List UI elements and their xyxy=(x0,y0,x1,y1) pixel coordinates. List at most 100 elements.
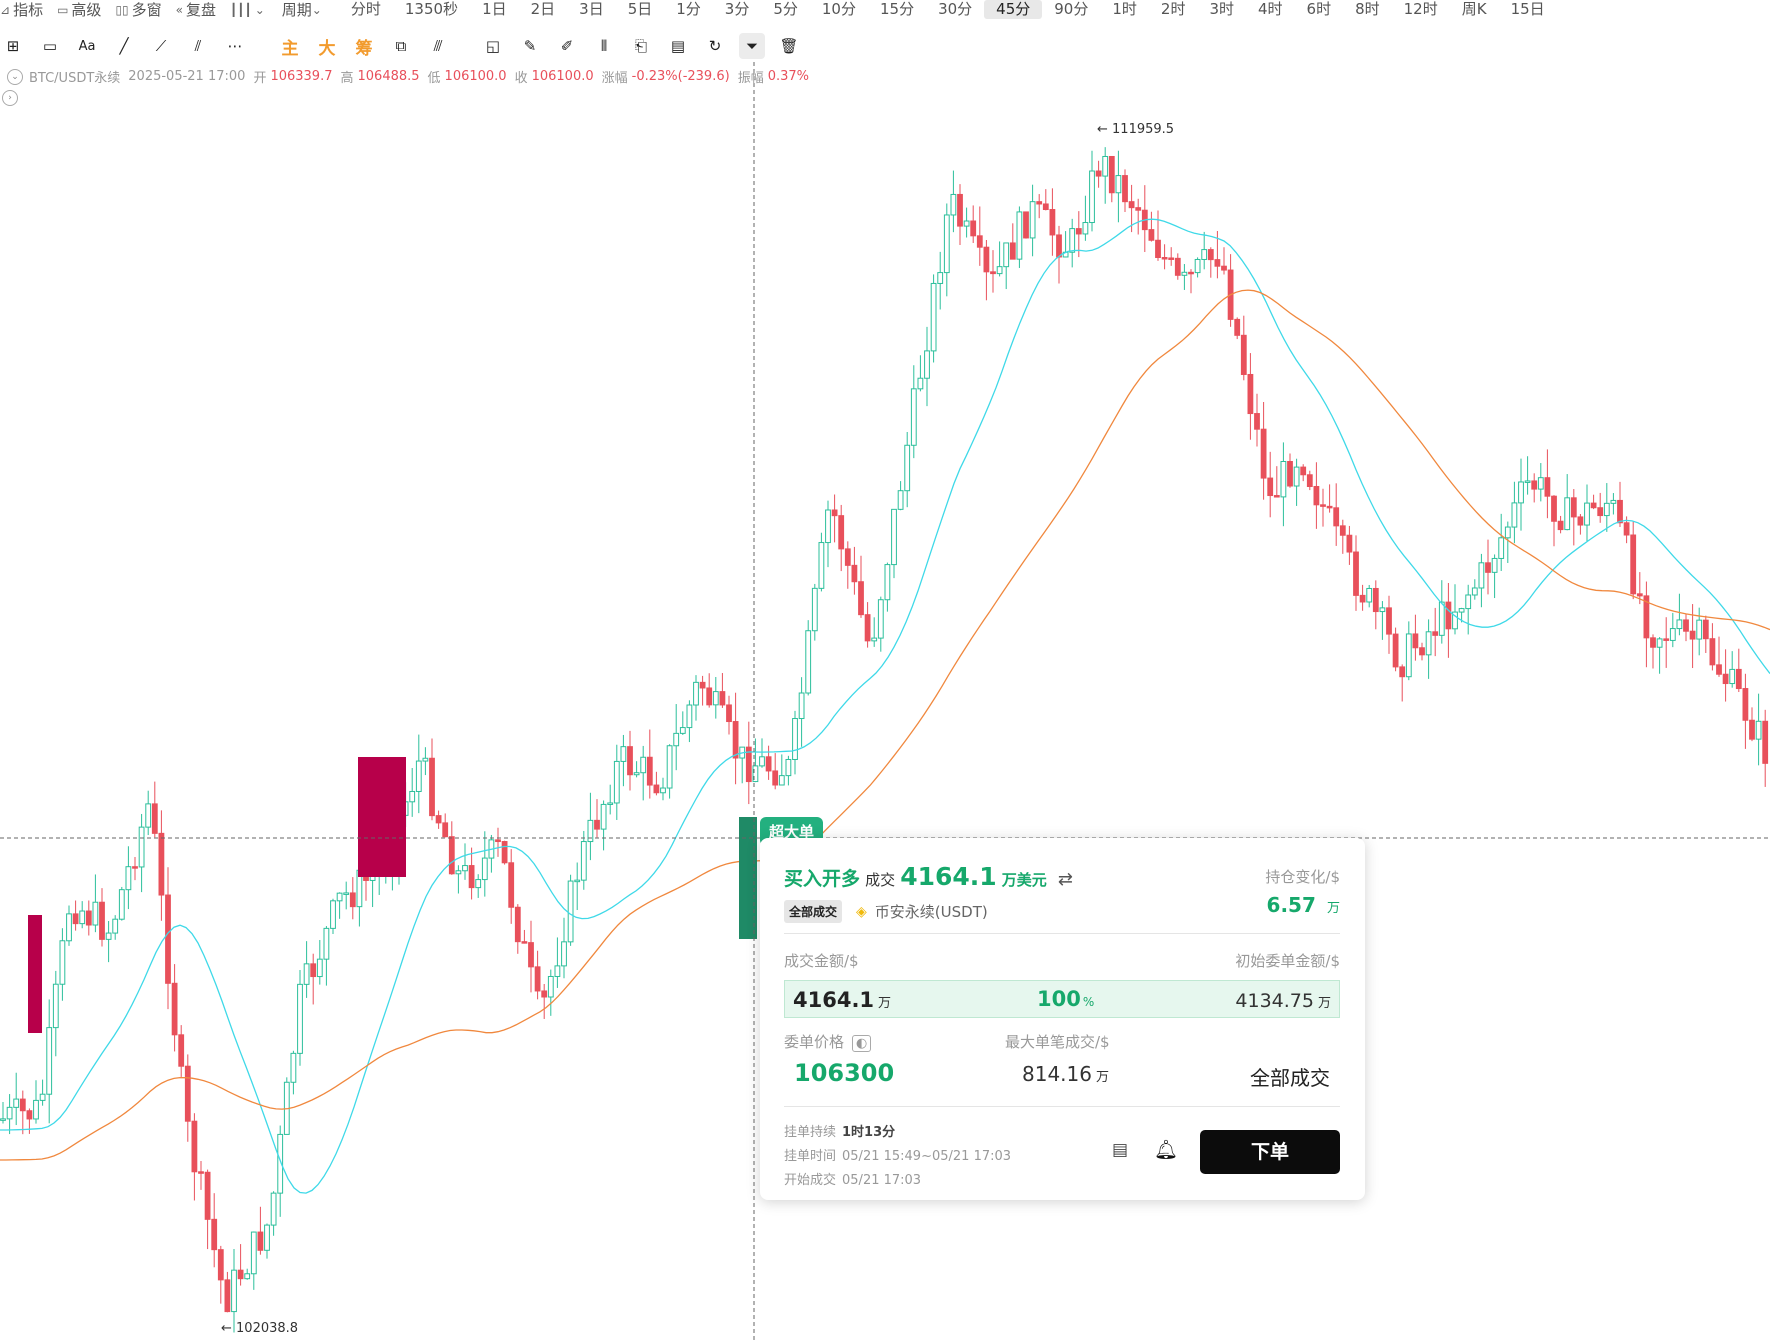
filter-icon[interactable]: ⏷ xyxy=(739,33,765,59)
period-15[interactable]: 2时 xyxy=(1160,0,1186,18)
period-8[interactable]: 5分 xyxy=(773,0,798,18)
period-3[interactable]: 2日 xyxy=(530,0,556,18)
close-value: 106100.0 xyxy=(531,69,594,84)
oi-change: 6.57 万 xyxy=(1267,893,1340,917)
candle-up xyxy=(1293,466,1300,487)
candle-down xyxy=(191,1120,198,1173)
period-21[interactable]: 周K xyxy=(1461,0,1487,18)
candle-down xyxy=(1326,505,1333,509)
bell-icon[interactable]: 🔔︎ xyxy=(1154,1139,1179,1161)
candle-up xyxy=(481,857,488,881)
advanced-tool[interactable]: ▭ 高级 xyxy=(57,0,101,20)
fill-ratio-unit: % xyxy=(1082,995,1095,1009)
period-20[interactable]: 12时 xyxy=(1403,0,1438,18)
rectangle-icon[interactable]: ▭ xyxy=(42,37,58,55)
fib-icon[interactable]: ⫽ xyxy=(194,37,202,55)
refresh-icon[interactable]: ↻ xyxy=(708,37,722,55)
chart-type-selector[interactable]: ┃┃┃ ⌄ xyxy=(230,3,268,17)
replay-tool[interactable]: «复盘 xyxy=(176,0,216,20)
candle-down xyxy=(1042,203,1049,211)
candle-up xyxy=(125,866,132,891)
period-0[interactable]: 分时 xyxy=(350,0,381,18)
period-2[interactable]: 1日 xyxy=(482,0,507,18)
candle-up xyxy=(1471,587,1478,596)
candle-up xyxy=(264,1224,270,1251)
line-icon[interactable]: ╱ xyxy=(119,37,129,55)
trash-icon[interactable]: 🗑 xyxy=(779,37,799,55)
period-5[interactable]: 5日 xyxy=(627,0,653,18)
compare-icon[interactable]: ✐ xyxy=(560,37,574,55)
chip-indicator-button[interactable]: 筹 xyxy=(355,38,373,59)
duration-row: 挂单持续 1时13分 xyxy=(784,1121,895,1140)
toggle-icon[interactable]: ◐ xyxy=(852,1035,872,1052)
period-1[interactable]: 1350秒 xyxy=(404,0,459,18)
text-icon[interactable]: Aa xyxy=(78,38,96,54)
period-9[interactable]: 10分 xyxy=(821,0,856,18)
note-icon[interactable]: ⎗ xyxy=(634,37,647,55)
candle-up xyxy=(752,765,759,783)
candle-up xyxy=(1498,537,1505,559)
candle-up xyxy=(686,704,693,729)
collapse-icon[interactable]: ⌄ xyxy=(7,68,23,85)
period-7[interactable]: 3分 xyxy=(724,0,750,18)
low-value: 106100.0 xyxy=(444,69,507,84)
candle-down xyxy=(198,1171,204,1174)
period-16[interactable]: 3时 xyxy=(1209,0,1234,18)
more-icon[interactable]: ⋯ xyxy=(227,37,243,55)
candle-down xyxy=(435,815,442,824)
period-22[interactable]: 15日 xyxy=(1510,0,1545,18)
bar-left: 4164.1 万 xyxy=(793,988,891,1012)
period-14[interactable]: 1时 xyxy=(1112,0,1137,18)
expand-icon[interactable]: › xyxy=(2,90,18,106)
ruler-icon[interactable]: ◱ xyxy=(485,37,501,55)
indicator-tool[interactable]: ⊿ 指标 xyxy=(0,0,43,20)
oi-change-unit: 万 xyxy=(1326,901,1340,916)
period-4[interactable]: 3日 xyxy=(579,0,604,18)
main-indicator-button[interactable]: 主 xyxy=(281,38,299,59)
crosshair-icon[interactable]: ⊞ xyxy=(6,37,20,55)
candle-down xyxy=(1623,522,1630,536)
ray-icon[interactable]: ⟋ xyxy=(155,37,167,55)
period-12[interactable]: 45分 xyxy=(984,0,1043,19)
eraser-icon[interactable]: ✎ xyxy=(523,37,537,55)
candle-down xyxy=(310,963,317,978)
candle-down xyxy=(1650,637,1656,648)
lock-icon[interactable]: ⦀ xyxy=(600,37,608,55)
candle-up xyxy=(46,1027,53,1095)
replay-label: 复盘 xyxy=(186,1,217,19)
candle-down xyxy=(1333,507,1340,527)
candle-down xyxy=(983,246,990,273)
period-19[interactable]: 8时 xyxy=(1355,0,1380,18)
candle-down xyxy=(765,756,772,772)
candle-up xyxy=(792,718,798,760)
period-17[interactable]: 4时 xyxy=(1258,0,1283,18)
measure-icon[interactable]: ⫻ xyxy=(433,37,443,55)
period-18[interactable]: 6时 xyxy=(1306,0,1332,18)
candle-up xyxy=(1610,499,1617,504)
note-icon[interactable]: ▤ xyxy=(1112,1140,1129,1160)
candle-up xyxy=(805,630,812,694)
swap-icon[interactable]: ⇄ xyxy=(1057,869,1073,890)
place-order-button[interactable]: 下单 xyxy=(1200,1130,1340,1174)
period-11[interactable]: 30分 xyxy=(938,0,973,18)
candle-down xyxy=(858,581,864,616)
candle-up xyxy=(6,1106,13,1120)
candle-up xyxy=(917,377,924,390)
amp-value: 0.37% xyxy=(767,69,810,84)
candle-down xyxy=(1762,720,1769,764)
period-6[interactable]: 1分 xyxy=(676,0,701,18)
large-order-indicator-button[interactable]: 大 xyxy=(318,38,336,59)
multi-window-tool[interactable]: ▯▯ 多窗 xyxy=(115,0,161,20)
period-10[interactable]: 15分 xyxy=(879,0,915,18)
candle-down xyxy=(957,193,963,227)
visibility-icon[interactable]: ▤ xyxy=(670,37,686,55)
advanced-label: 高级 xyxy=(71,1,102,19)
period-selector[interactable]: 周期 ⌄ xyxy=(282,0,325,20)
magnet-icon[interactable]: ⧉ xyxy=(395,37,407,55)
chevron-down-icon: ⌄ xyxy=(311,2,322,17)
period-13[interactable]: 90分 xyxy=(1054,0,1089,18)
candle-down xyxy=(745,746,752,783)
order-price-value: 106300 xyxy=(794,1059,895,1087)
candle-down xyxy=(1683,619,1689,632)
